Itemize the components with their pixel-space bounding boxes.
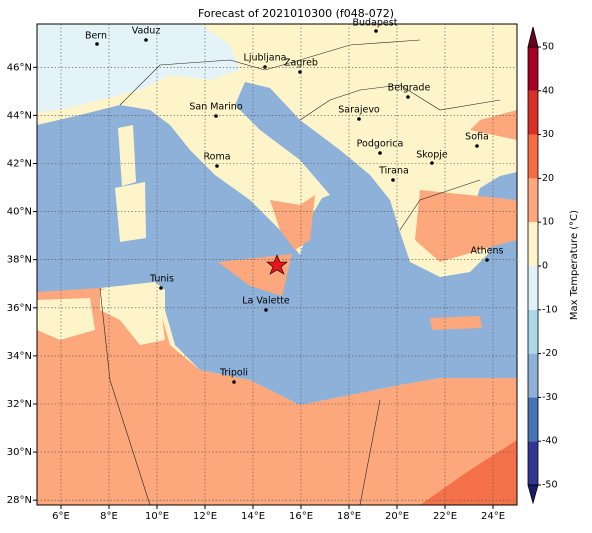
city-label: Tunis — [149, 274, 174, 285]
colorbar-bin — [528, 266, 538, 310]
x-tick-label: 14°E — [241, 511, 265, 522]
colorbar-tick-label: -10 — [542, 304, 558, 315]
colorbar-bin — [528, 397, 538, 442]
city-label: Ljubljana — [244, 53, 287, 64]
colorbar-bin — [528, 47, 538, 91]
y-tick-label: 40°N — [7, 207, 32, 218]
event-star — [266, 254, 288, 275]
city-label: Athens — [471, 246, 504, 257]
colorbar-tick-label: 40 — [542, 85, 554, 96]
colorbar-bin — [528, 178, 538, 223]
colorbar-tick-label: -50 — [542, 480, 558, 491]
x-tick-label: 22°E — [433, 511, 457, 522]
city-label: San Marino — [189, 102, 242, 113]
city-label: Roma — [203, 152, 230, 163]
x-tick-label: 20°E — [385, 511, 409, 522]
cities: Bern Vaduz Budapest Ljubljana Zagreb Bel… — [85, 18, 504, 384]
colorbar-extend-low — [527, 484, 539, 505]
y-tick-label: 44°N — [7, 110, 32, 121]
colorbar-bin — [528, 353, 538, 398]
colorbar-extend-high — [527, 26, 539, 48]
colorbar-tick-label: 20 — [542, 173, 554, 184]
colorbar-tick-label: -30 — [542, 392, 558, 403]
colorbar-bin — [528, 441, 538, 485]
city-label: Sarajevo — [338, 105, 380, 116]
y-tick-label: 46°N — [7, 62, 32, 73]
city-label: Vaduz — [132, 26, 161, 37]
y-tick-label: 38°N — [7, 255, 32, 266]
city-label: Podgorica — [357, 139, 404, 150]
x-tick-label: 24°E — [481, 511, 505, 522]
map-frame — [36, 23, 518, 506]
colorbar-tick-label: 10 — [542, 217, 554, 228]
x-tick-label: 16°E — [289, 511, 313, 522]
y-tick-label: 36°N — [7, 303, 32, 314]
x-tick-label: 18°E — [337, 511, 361, 522]
y-tick-label: 32°N — [7, 399, 32, 410]
city-label: Tirana — [378, 166, 409, 177]
colorbar-tick-label: 50 — [542, 42, 554, 53]
colorbar-tick-label: -20 — [542, 348, 558, 359]
city-label: Skopje — [416, 150, 448, 161]
city-label: Budapest — [353, 18, 398, 29]
x-tick-label: 8°E — [100, 511, 118, 522]
x-tick-label: 10°E — [145, 511, 169, 522]
y-tick-label: 34°N — [7, 351, 32, 362]
city-label: Sofia — [465, 132, 489, 143]
title: Forecast of 2021010300 (f048-072) — [198, 7, 394, 20]
y-tick-label: 42°N — [7, 158, 32, 169]
city-label: Tripoli — [219, 368, 248, 379]
colorbar-bin — [528, 309, 538, 354]
colorbar-bin — [528, 90, 538, 135]
colorbar-tick-label: -40 — [542, 436, 558, 447]
y-tick-label: 28°N — [7, 495, 32, 506]
colorbar-bin — [528, 134, 538, 179]
y-tick-label: 30°N — [7, 447, 32, 458]
colorbar-tick-label: 0 — [542, 261, 548, 272]
city-label: La Valette — [242, 296, 290, 307]
x-tick-label: 12°E — [193, 511, 217, 522]
colorbar-tick-label: 30 — [542, 129, 554, 140]
city-label: Bern — [85, 31, 107, 42]
colorbar-label: Max Temperature (°C) — [569, 210, 580, 320]
x-tick-label: 6°E — [52, 511, 70, 522]
colorbar-bin — [528, 222, 538, 266]
city-label: Belgrade — [388, 83, 431, 94]
